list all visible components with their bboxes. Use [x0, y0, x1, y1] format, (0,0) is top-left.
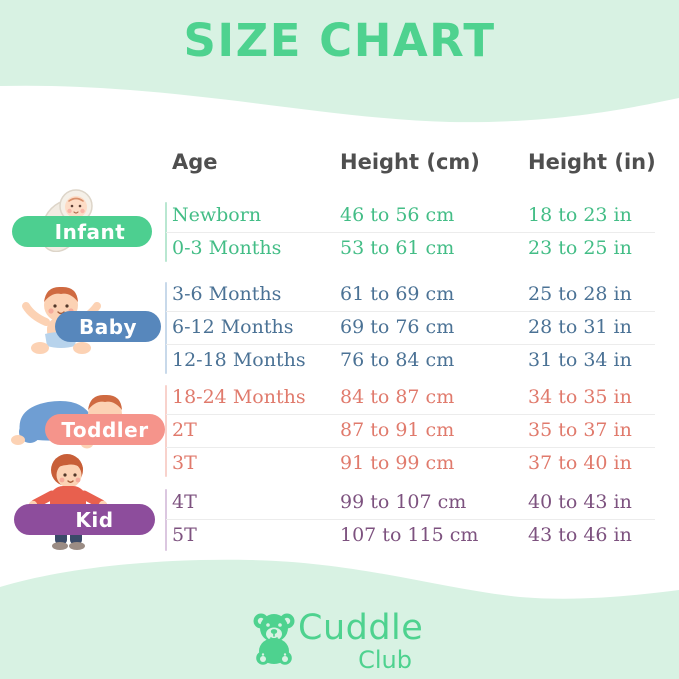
table-row: 6-12 Months 69 to 76 cm 28 to 31 in [0, 312, 679, 344]
height-in-cell: 18 to 23 in [528, 204, 632, 226]
row-divider [166, 311, 655, 312]
age-cell: 18-24 Months [172, 386, 306, 408]
table-row: 3-6 Months 61 to 69 cm 25 to 28 in [0, 279, 679, 311]
row-divider [166, 414, 655, 415]
table-row: 12-18 Months 76 to 84 cm 31 to 34 in [0, 345, 679, 377]
age-cell: 6-12 Months [172, 316, 294, 338]
table-row: Newborn 46 to 56 cm 18 to 23 in [0, 200, 679, 232]
height-cm-cell: 84 to 87 cm [340, 386, 455, 408]
age-cell: 2T [172, 419, 197, 441]
row-divider [166, 232, 655, 233]
height-in-cell: 23 to 25 in [528, 237, 632, 259]
table-row: 0-3 Months 53 to 61 cm 23 to 25 in [0, 233, 679, 265]
row-divider [166, 519, 655, 520]
table-row: 2T 87 to 91 cm 35 to 37 in [0, 415, 679, 447]
height-cm-cell: 107 to 115 cm [340, 524, 479, 546]
height-cm-cell: 61 to 69 cm [340, 283, 455, 305]
height-in-cell: 40 to 43 in [528, 491, 632, 513]
age-cell: Newborn [172, 204, 262, 226]
toddler-column-rule [165, 385, 167, 477]
kid-column-rule [165, 489, 167, 551]
baby-column-rule [165, 282, 167, 374]
height-cm-cell: 46 to 56 cm [340, 204, 455, 226]
age-cell: 3T [172, 452, 197, 474]
table-row: 4T 99 to 107 cm 40 to 43 in [0, 487, 679, 519]
row-divider [166, 447, 655, 448]
brand-name: Cuddle [298, 608, 424, 648]
height-in-cell: 31 to 34 in [528, 349, 632, 371]
age-cell: 5T [172, 524, 197, 546]
table-row: 18-24 Months 84 to 87 cm 34 to 35 in [0, 382, 679, 414]
group-label-baby: Baby [55, 311, 161, 342]
height-in-cell: 34 to 35 in [528, 386, 632, 408]
row-divider [166, 344, 655, 345]
group-label-toddler: Toddler [45, 414, 165, 445]
height-cm-cell: 76 to 84 cm [340, 349, 455, 371]
height-cm-cell: 91 to 99 cm [340, 452, 455, 474]
height-cm-cell: 87 to 91 cm [340, 419, 455, 441]
age-cell: 12-18 Months [172, 349, 306, 371]
height-in-cell: 35 to 37 in [528, 419, 632, 441]
height-cm-cell: 69 to 76 cm [340, 316, 455, 338]
page-title: SIZE CHART [183, 14, 496, 67]
column-header-height-in: Height (in) [528, 150, 656, 174]
age-cell: 0-3 Months [172, 237, 282, 259]
height-cm-cell: 53 to 61 cm [340, 237, 455, 259]
table-row: 5T 107 to 115 cm 43 to 46 in [0, 520, 679, 552]
height-in-cell: 28 to 31 in [528, 316, 632, 338]
column-header-height-cm: Height (cm) [340, 150, 480, 174]
height-in-cell: 43 to 46 in [528, 524, 632, 546]
height-cm-cell: 99 to 107 cm [340, 491, 467, 513]
age-cell: 4T [172, 491, 197, 513]
teddy-bear-logo-icon [253, 613, 295, 665]
height-in-cell: 25 to 28 in [528, 283, 632, 305]
group-label-kid: Kid [14, 504, 155, 535]
age-cell: 3-6 Months [172, 283, 282, 305]
table-row: 3T 91 to 99 cm 37 to 40 in [0, 448, 679, 480]
column-header-age: Age [172, 150, 218, 174]
height-in-cell: 37 to 40 in [528, 452, 632, 474]
brand-subname: Club [358, 646, 412, 674]
group-label-infant: Infant [12, 216, 152, 247]
